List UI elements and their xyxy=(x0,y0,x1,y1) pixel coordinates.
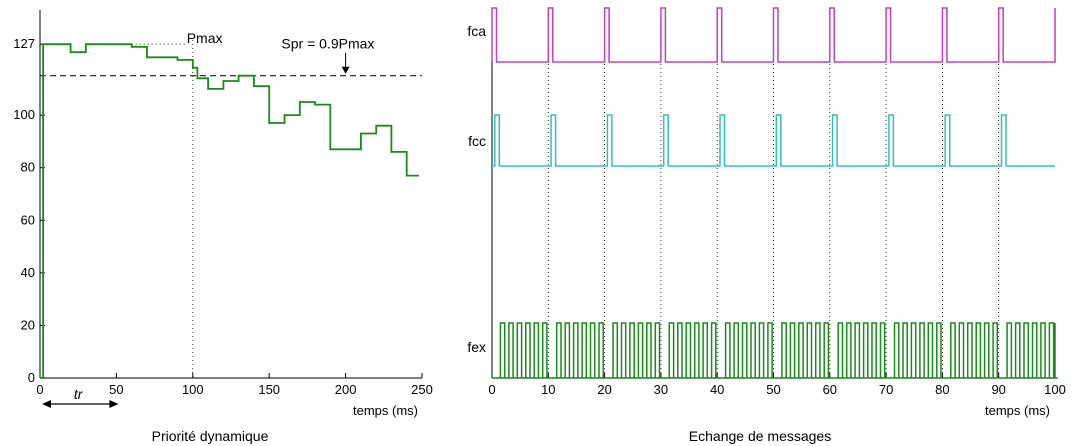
series-label-fcc: fcc xyxy=(468,133,486,149)
spr-label: Spr = 0.9Pmax xyxy=(281,36,374,52)
x-tick-label: 100 xyxy=(182,382,204,397)
tr-label: tr xyxy=(74,386,84,402)
y-tick-label: 0 xyxy=(28,370,35,385)
y-tick-label: 60 xyxy=(21,212,35,227)
x-tick-label: 250 xyxy=(411,382,433,397)
series-label-fex: fex xyxy=(467,339,486,355)
left-x-label: temps (ms) xyxy=(353,403,418,418)
right-x-label: temps (ms) xyxy=(985,403,1050,418)
series-label-fca: fca xyxy=(467,23,486,39)
messages-chart: 0 10 20 30 40 50 60 70 80 90 100 fca fcc fex temps (… xyxy=(467,7,1066,444)
x-tick-label: 40 xyxy=(710,382,724,397)
y-tick-label: 100 xyxy=(13,107,35,122)
x-tick-label: 70 xyxy=(879,382,893,397)
right-chart-title: Echange de messages xyxy=(689,428,831,444)
y-tick-label: 80 xyxy=(21,160,35,175)
message-series: fca fcc fex xyxy=(467,7,1058,379)
series-line-fcc xyxy=(492,114,1055,167)
tr-arrow-head-left xyxy=(42,400,51,408)
left-y-ticks: 0 20 40 60 80 100 127 xyxy=(13,36,45,385)
priority-chart: 0 20 40 60 80 100 127 0 50 100 150 200 250 Pmax Spr … xyxy=(13,10,433,444)
pmax-label: Pmax xyxy=(187,30,223,46)
x-tick-label: 50 xyxy=(109,382,123,397)
x-tick-label: 200 xyxy=(335,382,357,397)
y-tick-label: 40 xyxy=(21,265,35,280)
x-tick-label: 0 xyxy=(488,382,495,397)
x-tick-label: 0 xyxy=(36,382,43,397)
left-x-ticks: 0 50 100 150 200 250 xyxy=(36,373,433,397)
series-line-fca xyxy=(491,7,1056,63)
right-vertical-guides xyxy=(547,8,1000,378)
x-tick-label: 50 xyxy=(766,382,780,397)
x-tick-label: 100 xyxy=(1044,382,1066,397)
spr-arrow-head xyxy=(341,66,350,74)
x-tick-label: 80 xyxy=(935,382,949,397)
x-tick-label: 30 xyxy=(654,382,668,397)
x-tick-label: 90 xyxy=(991,382,1005,397)
x-tick-label: 20 xyxy=(597,382,611,397)
x-tick-label: 150 xyxy=(258,382,280,397)
series-line-fex xyxy=(492,322,1058,379)
x-tick-label: 10 xyxy=(541,382,555,397)
x-tick-label: 60 xyxy=(823,382,837,397)
y-tick-label: 20 xyxy=(21,317,35,332)
priority-series-line xyxy=(40,43,419,379)
y-tick-label: 127 xyxy=(13,36,35,51)
tr-arrow-head-right xyxy=(109,400,119,408)
right-x-ticks: 0 10 20 30 40 50 60 70 80 90 100 xyxy=(488,373,1066,397)
left-annotations: Pmax Spr = 0.9Pmax tr xyxy=(40,30,422,408)
left-chart-title: Priorité dynamique xyxy=(152,428,269,444)
